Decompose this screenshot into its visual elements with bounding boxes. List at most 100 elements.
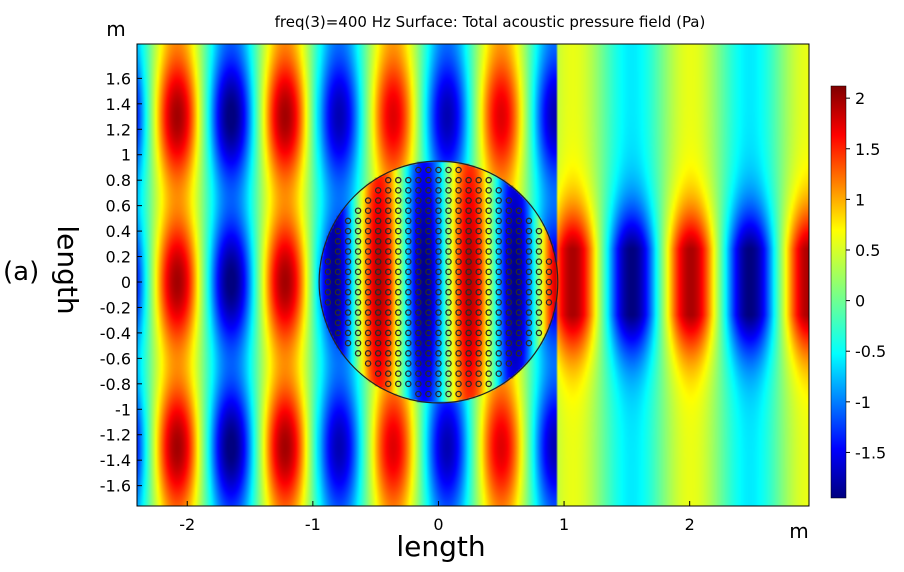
scatterer-dot xyxy=(525,258,533,265)
scatterer-dot xyxy=(465,329,472,337)
scatterer-dot xyxy=(405,339,412,347)
x-tick-label: 1 xyxy=(559,515,569,534)
scatterer-dot xyxy=(425,309,432,316)
scatterer-dot xyxy=(475,258,482,265)
scatterer-dot xyxy=(334,238,342,245)
scatterer-dot xyxy=(515,238,523,245)
scatterer-dot xyxy=(405,258,412,265)
y-tick-label: -0.4 xyxy=(100,324,131,343)
scatterer-dot xyxy=(415,370,422,377)
scatterer-dot xyxy=(505,217,513,225)
y-tick-label: 1.4 xyxy=(106,95,131,114)
scatterer-dot xyxy=(354,227,362,235)
scatterer-dot xyxy=(374,187,382,194)
scatterer-dot xyxy=(354,329,362,337)
scatterer-dot xyxy=(505,207,513,214)
scatterer-dot xyxy=(415,299,422,306)
scatterer-dot xyxy=(395,278,402,286)
scatterer-dot xyxy=(395,207,402,214)
scatterer-dot xyxy=(415,329,422,337)
scatterer-dot xyxy=(535,268,543,276)
scatterer-dot xyxy=(475,370,482,377)
scatterer-dot xyxy=(485,278,492,286)
scatterer-dot xyxy=(435,329,442,337)
scatterer-dot xyxy=(455,227,462,235)
colorbar-tick-label: 1 xyxy=(855,190,865,209)
y-tick-label: 1.6 xyxy=(106,69,131,88)
scatterer-dot xyxy=(485,350,492,357)
scatterer-dot xyxy=(395,380,402,388)
x-unit-label: m xyxy=(789,519,808,543)
scatterer-dot xyxy=(445,360,452,367)
scatterer-dot xyxy=(425,370,432,377)
scatterer-dot xyxy=(384,238,392,245)
scatterer-dot xyxy=(535,278,543,286)
scatterer-dot xyxy=(475,187,482,194)
scatterer-dot xyxy=(455,238,462,245)
y-tick-label: 0.4 xyxy=(106,222,131,241)
scatterer-dot xyxy=(545,288,553,296)
scatterer-dot xyxy=(405,176,412,184)
scatterer-dot xyxy=(364,339,372,347)
scatterer-dot xyxy=(415,176,422,184)
y-tick-label: -1.6 xyxy=(100,477,131,496)
scatterer-dot xyxy=(435,360,442,367)
scatterer-dot xyxy=(535,309,543,316)
scatterer-dot xyxy=(445,319,452,326)
x-tick-label: -1 xyxy=(305,515,321,534)
scatterer-dot xyxy=(435,288,442,296)
scatterer-dot xyxy=(465,207,472,214)
scatterer-dot xyxy=(535,238,543,245)
scatterer-dot xyxy=(465,197,472,204)
scatterer-dot xyxy=(435,268,442,276)
scatterer-dot xyxy=(495,329,502,337)
scatterer-dot xyxy=(495,197,502,204)
scatterer-dot xyxy=(475,309,482,316)
scatterer-dot xyxy=(495,299,502,306)
scatterer-dot xyxy=(374,258,382,265)
y-axis: 1.6 1.4 1.2 1 0.8 0.6 0.4 0.2 0 -0.2 -0.4 -0.6 -0.8 -… xyxy=(100,69,142,496)
scatterer-dot xyxy=(485,360,492,367)
scatterer-dot xyxy=(425,197,432,204)
colorbar-tick-label: 2 xyxy=(855,89,865,108)
scatterer-dot xyxy=(495,278,502,286)
scatterer-dot xyxy=(384,197,392,204)
colorbar-gradient xyxy=(830,85,847,499)
scatterer-dot xyxy=(405,370,412,377)
scatterer-dot xyxy=(395,370,402,377)
scatterer-dot xyxy=(395,187,402,194)
scatterer-dot xyxy=(425,380,432,388)
scatterer-dot xyxy=(465,268,472,276)
scatterer-dot xyxy=(405,278,412,286)
scatterer-dot xyxy=(334,227,342,235)
y-tick-label: 1.2 xyxy=(106,120,131,139)
scatterer-dot xyxy=(465,278,472,286)
scatterer-dot xyxy=(324,278,332,286)
scatterer-dot xyxy=(425,360,432,367)
scatterer-dot xyxy=(515,207,523,214)
scatterer-dot xyxy=(535,248,543,255)
scatterer-dot xyxy=(334,319,342,326)
scatterer-dot xyxy=(525,268,533,276)
scatterer-dot xyxy=(395,299,402,306)
scatterer-dot xyxy=(354,339,362,347)
scatterer-dot xyxy=(455,166,462,174)
scatterer-dot xyxy=(384,380,392,388)
scatterer-dot xyxy=(505,227,513,235)
scatterer-dot xyxy=(445,187,452,194)
scatterer-dot xyxy=(415,309,422,316)
scatterer-dot xyxy=(374,329,382,337)
y-tick-label: 0.6 xyxy=(106,197,131,216)
scatterer-dot xyxy=(495,360,502,367)
scatterer-dot xyxy=(525,309,533,316)
scatterer-dot xyxy=(415,217,422,225)
colorbar-ticks: 2 1.5 1 0.5 0 -0.5 -1 -1.5 xyxy=(846,89,886,462)
scatterer-dot xyxy=(415,380,422,388)
scatterer-dot xyxy=(425,339,432,347)
scatterer-dot xyxy=(364,258,372,265)
scatterer-dot xyxy=(485,176,492,184)
scatterer-dot xyxy=(425,166,432,174)
scatterer-dot xyxy=(505,329,513,337)
scatterer-dot xyxy=(334,278,342,286)
